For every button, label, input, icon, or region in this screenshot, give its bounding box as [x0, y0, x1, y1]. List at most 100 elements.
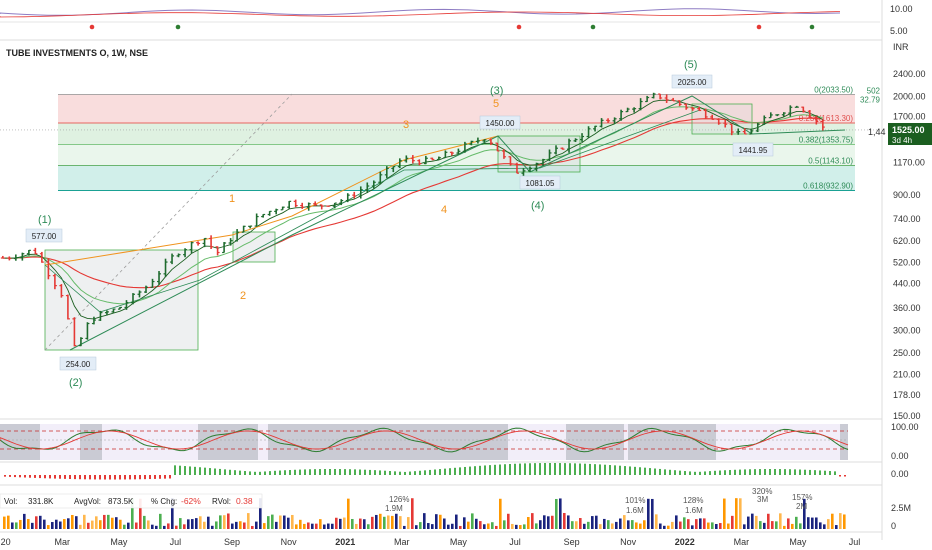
time-axis-tick: May	[789, 537, 807, 547]
volume-bar	[35, 516, 38, 529]
volume-bar	[479, 521, 482, 529]
price-bar	[475, 137, 480, 144]
volume-bar	[475, 518, 478, 529]
histogram-bar	[699, 471, 701, 475]
volume-bar	[459, 525, 462, 529]
histogram-bar	[709, 471, 711, 475]
price-bar	[33, 247, 38, 255]
histogram-bar	[419, 470, 421, 475]
oscillator-zone	[0, 424, 40, 460]
volume-bar	[815, 517, 818, 529]
volume-bar	[359, 518, 362, 529]
histogram-bar	[549, 463, 551, 475]
histogram-bar	[404, 471, 406, 475]
price-axis-tick: 178.00	[893, 390, 921, 400]
price-bar	[378, 171, 383, 185]
histogram-bar	[129, 475, 131, 480]
price-bar	[560, 147, 565, 150]
price-bar	[124, 300, 129, 310]
volume-bar	[647, 498, 650, 529]
histogram-bar	[639, 467, 641, 475]
price-bar	[801, 106, 806, 113]
svg-text:0.38: 0.38	[236, 496, 253, 506]
histogram-bar	[594, 464, 596, 475]
volume-bar	[107, 514, 110, 529]
volume-bar	[819, 522, 822, 529]
top-axis-tick: 5.00	[890, 26, 908, 36]
volume-bar	[135, 522, 138, 529]
histogram-bar	[269, 471, 271, 475]
price-bar	[521, 168, 526, 177]
volume-bar	[499, 498, 502, 529]
price-bar	[462, 141, 467, 153]
price-bar	[612, 117, 617, 124]
volume-bar	[287, 517, 290, 529]
histogram-bar	[59, 475, 61, 479]
histogram-bar	[504, 464, 506, 475]
volume-bar	[299, 519, 302, 529]
volume-bar	[731, 515, 734, 529]
volume-bar	[267, 516, 270, 529]
histogram-bar	[539, 463, 541, 475]
volume-bar	[83, 514, 86, 529]
histogram-bar	[564, 463, 566, 475]
price-bar	[358, 186, 363, 199]
price-callout: 1441.95	[732, 142, 774, 157]
volume-bar	[575, 521, 578, 529]
histogram-bar	[399, 471, 401, 475]
histogram-bar	[319, 469, 321, 475]
price-bar	[59, 284, 64, 298]
histogram-bar	[349, 469, 351, 475]
price-bar	[215, 246, 220, 256]
last-price-value: 1525.00	[892, 125, 925, 135]
price-bar	[267, 210, 272, 216]
volume-bar	[275, 521, 278, 529]
price-bar	[749, 128, 754, 135]
histogram-bar	[64, 475, 66, 479]
volume-bar	[415, 525, 418, 529]
histogram-bar	[449, 468, 451, 475]
volume-bar	[727, 523, 730, 529]
price-bar	[228, 238, 233, 246]
histogram-bar	[824, 470, 826, 475]
volume-bar	[543, 515, 546, 529]
volume-bar	[747, 516, 750, 529]
price-bar	[593, 125, 598, 132]
svg-text:1450.00: 1450.00	[486, 119, 515, 128]
histogram-bar	[204, 467, 206, 475]
price-bar	[599, 118, 604, 128]
price-bar	[202, 237, 207, 248]
price-bar	[690, 107, 695, 111]
time-axis-tick: Jul	[170, 537, 182, 547]
volume-bar	[71, 514, 74, 529]
volume-bar	[763, 522, 766, 529]
volume-bar	[587, 521, 590, 529]
histogram-bar	[14, 475, 16, 478]
volume-bar	[291, 514, 294, 529]
histogram-bar	[619, 465, 621, 475]
price-bar	[423, 155, 428, 165]
price-bar	[762, 115, 767, 125]
histogram-bar	[829, 471, 831, 475]
volume-annotation: 320%	[752, 487, 772, 496]
volume-bar	[615, 521, 618, 529]
histogram-bar	[184, 466, 186, 475]
volume-bar	[807, 517, 810, 529]
volume-bar	[799, 523, 802, 529]
histogram-bar	[119, 475, 121, 480]
histogram-bar	[644, 467, 646, 475]
volume-bar	[843, 514, 846, 529]
volume-bar	[767, 513, 770, 529]
price-bar	[781, 112, 786, 117]
time-axis-tick: Jul	[509, 537, 521, 547]
histogram-bar	[774, 469, 776, 475]
histogram-bar	[499, 464, 501, 475]
wave-label: (5)	[684, 59, 697, 71]
price-bar	[300, 202, 305, 209]
volume-bar	[511, 523, 514, 529]
histogram-bar	[739, 469, 741, 475]
histogram-bar	[789, 469, 791, 475]
histogram-bar	[554, 463, 556, 475]
volume-bar	[411, 498, 414, 529]
